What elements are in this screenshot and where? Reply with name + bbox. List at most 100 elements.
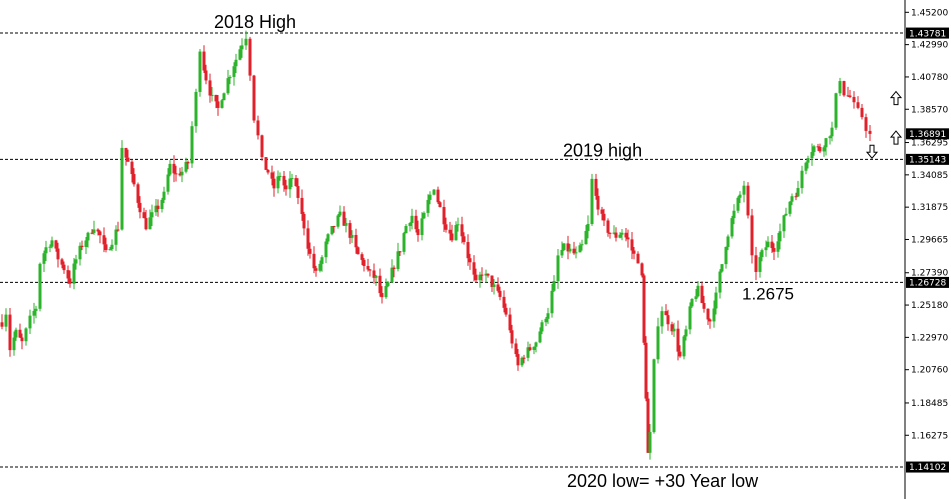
candle-up [78, 245, 82, 260]
candle-down [270, 172, 274, 179]
candle-down [466, 242, 470, 259]
candle-up [426, 199, 430, 213]
candle-down [510, 330, 514, 344]
candle-down [312, 253, 316, 269]
candle-up [736, 197, 740, 211]
candle-down [214, 94, 218, 102]
price-flags: 1.43781 1.35143 1.26728 1.14102 1.36891 [906, 27, 949, 473]
candle-down [156, 205, 160, 210]
candle-down [602, 213, 606, 221]
candle-down [342, 211, 346, 226]
candle-down [664, 311, 668, 316]
candle-up [790, 196, 794, 202]
candle-up [804, 162, 808, 171]
candle-down [378, 275, 382, 294]
candle-up [830, 127, 834, 137]
tick-label: 1.25180 [911, 301, 948, 311]
candle-down [436, 189, 440, 203]
candle-down [708, 319, 712, 322]
candle-up [432, 189, 436, 195]
candle-down [644, 342, 648, 399]
candle-down [348, 223, 352, 238]
candle-up [812, 146, 816, 153]
candle-down [98, 231, 102, 236]
candle-up [350, 234, 354, 238]
candle-down [594, 178, 598, 196]
candle-down [442, 207, 446, 225]
candle-down [54, 240, 58, 249]
candle-up [660, 311, 664, 327]
candle-down [630, 239, 634, 251]
candle-down [130, 161, 134, 175]
tick-label: 1.34085 [911, 171, 948, 181]
candle-up [718, 271, 722, 293]
candle-up [556, 255, 560, 282]
candle-up [612, 232, 616, 234]
candle-down [508, 314, 512, 331]
candle-up [92, 229, 96, 233]
candle-up [390, 267, 394, 283]
candle-up [806, 158, 810, 163]
candle-down [356, 247, 360, 255]
candle-up [800, 170, 804, 189]
candle-up [672, 328, 676, 332]
candle-down [522, 357, 526, 359]
candle-up [652, 359, 656, 433]
candle-down [642, 275, 646, 343]
candle-up [620, 232, 624, 235]
candle-up [228, 76, 232, 79]
candle-down [462, 236, 466, 243]
candle-up [402, 233, 406, 252]
candle-up [568, 248, 572, 252]
candlestick-series [0, 30, 872, 460]
candle-down [640, 263, 644, 276]
candle-down [144, 218, 148, 230]
candle-down [636, 253, 640, 264]
price-flag-bg [906, 27, 949, 39]
tick-label: 1.40780 [911, 73, 948, 83]
arrow-down-icon [865, 144, 879, 160]
candle-down [142, 212, 146, 219]
candle-down [174, 173, 178, 175]
candle-up [28, 315, 32, 329]
candle-up [74, 259, 78, 264]
candle-up [684, 329, 688, 337]
candle-down [96, 229, 100, 232]
candle-up [234, 59, 238, 67]
candle-up [546, 313, 550, 319]
candle-down [438, 202, 442, 208]
candle-up [726, 236, 730, 247]
candle-up [562, 243, 566, 250]
candle-up [540, 322, 544, 332]
candle-down [296, 186, 300, 198]
candle-down [846, 95, 850, 97]
candle-up [324, 241, 328, 258]
candle-down [272, 178, 276, 189]
candle-up [526, 347, 530, 358]
candle-down [284, 185, 288, 190]
candle-up [784, 213, 788, 216]
candle-up [396, 251, 400, 269]
candle-down [362, 259, 366, 267]
tick-label: 1.27390 [911, 269, 948, 279]
candle-up [120, 147, 124, 230]
candle-up [108, 249, 112, 251]
candle-up [714, 292, 718, 309]
price-flag-bg [906, 461, 949, 473]
candle-up [778, 231, 782, 242]
candle-up [288, 178, 292, 190]
candle-down [138, 202, 142, 213]
candle-down [860, 107, 864, 118]
candle-up [114, 229, 118, 245]
candle-down [132, 174, 136, 185]
candle-up [534, 342, 538, 347]
candle-down [136, 184, 140, 203]
candle-down [252, 75, 256, 121]
candle-up [456, 224, 460, 226]
candle-up [484, 273, 488, 276]
candle-down [868, 130, 872, 134]
candle-down [678, 351, 682, 357]
candle-down [202, 51, 206, 71]
candle-down [606, 220, 610, 233]
candle-up [226, 78, 230, 94]
